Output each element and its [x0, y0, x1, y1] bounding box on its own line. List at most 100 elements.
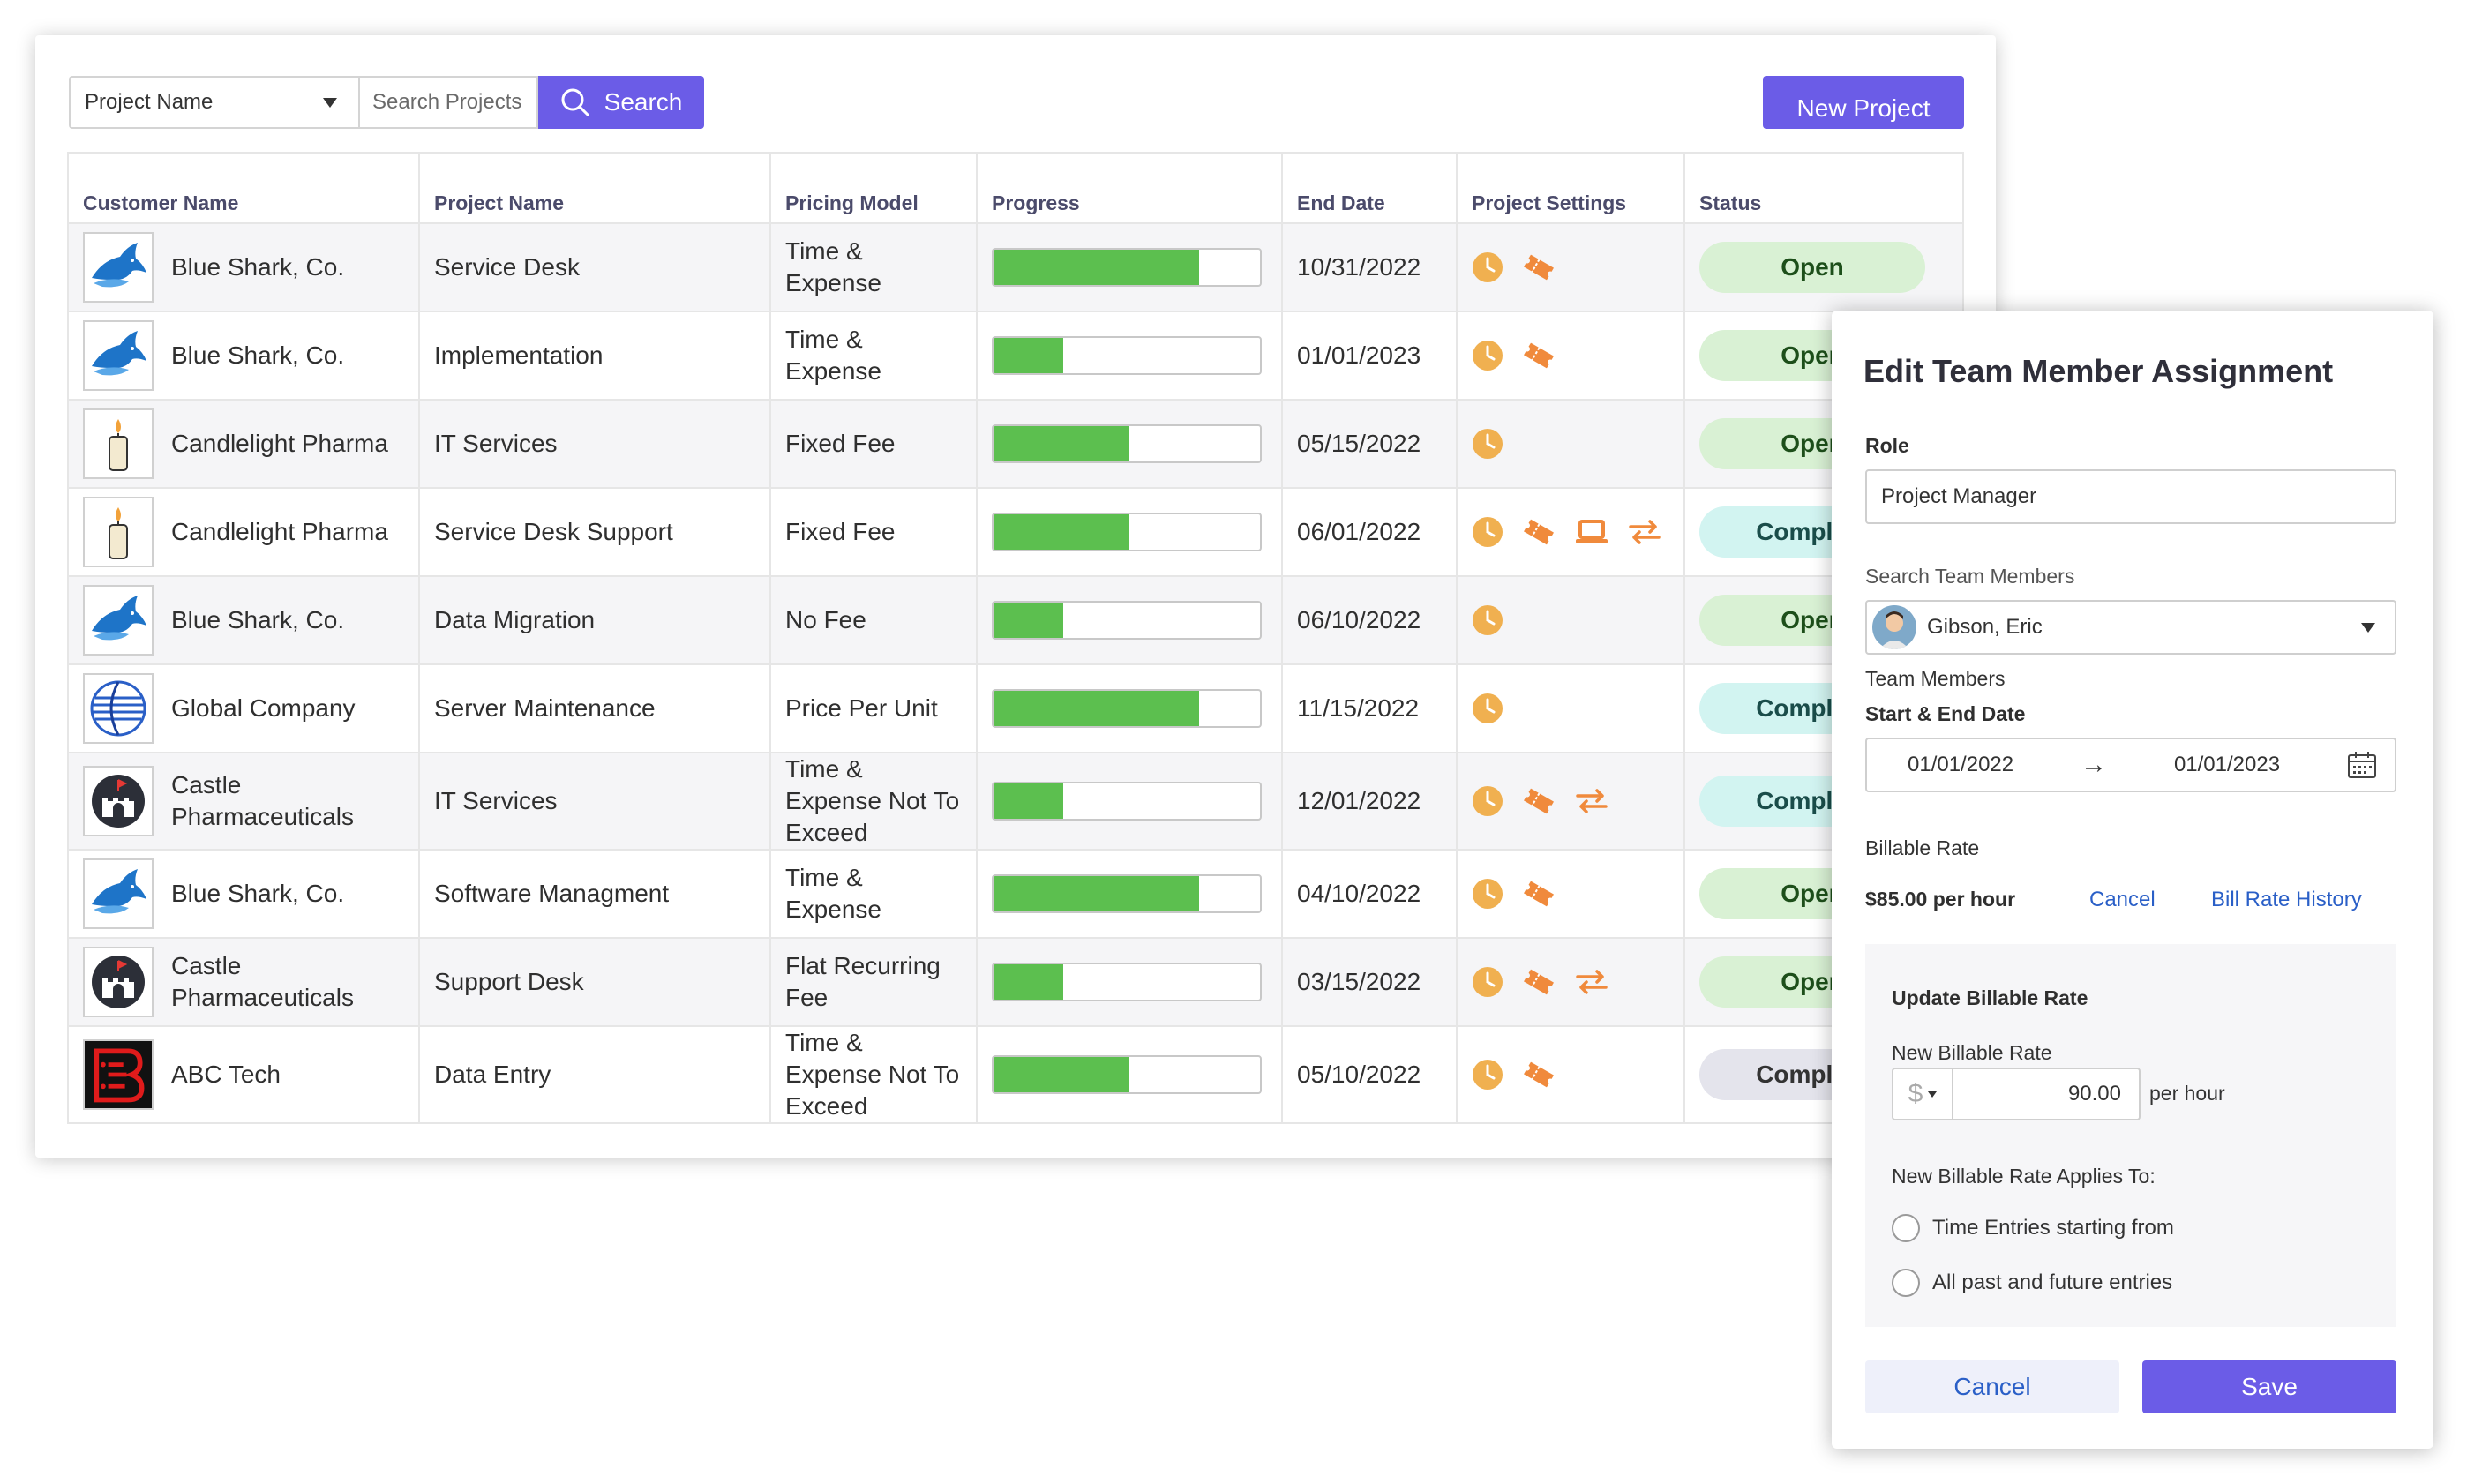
project-name[interactable]: IT Services: [434, 430, 558, 457]
customer-name[interactable]: Castle Pharmaceuticals: [171, 771, 354, 830]
table-row[interactable]: ABC Tech Data Entry Time & Expense Not T…: [67, 1026, 1964, 1124]
clock-icon[interactable]: [1472, 966, 1503, 998]
customer-name[interactable]: Blue Shark, Co.: [171, 253, 345, 281]
clock-icon[interactable]: [1472, 878, 1503, 910]
column-header-end-date[interactable]: End Date: [1281, 152, 1458, 224]
project-name[interactable]: Service Desk Support: [434, 518, 673, 545]
table-row[interactable]: Candlelight Pharma IT Services Fixed Fee…: [67, 400, 1964, 489]
project-settings-cell: [1456, 311, 1685, 401]
clock-icon[interactable]: [1472, 785, 1503, 817]
table-row[interactable]: Blue Shark, Co. Data Migration No Fee 06…: [67, 576, 1964, 665]
ticket-icon[interactable]: [1521, 340, 1556, 371]
table-row[interactable]: Blue Shark, Co. Service Desk Time & Expe…: [67, 223, 1964, 312]
table-row[interactable]: Castle Pharmaceuticals Support Desk Flat…: [67, 938, 1964, 1027]
new-project-button[interactable]: New Project: [1763, 76, 1964, 129]
ticket-icon[interactable]: [1521, 251, 1556, 283]
new-rate-field[interactable]: 90.00: [1953, 1069, 2139, 1119]
option-time-entries-label: Time Entries starting from: [1932, 1216, 2174, 1240]
column-header-pricing-model[interactable]: Pricing Model: [769, 152, 978, 224]
project-settings-cell: [1456, 400, 1685, 489]
cancel-rate-link[interactable]: Cancel: [2089, 888, 2156, 911]
clock-icon[interactable]: [1472, 251, 1503, 283]
column-header-progress[interactable]: Progress: [976, 152, 1283, 224]
laptop-icon[interactable]: [1574, 516, 1609, 548]
table-row[interactable]: Blue Shark, Co. Implementation Time & Ex…: [67, 311, 1964, 401]
filter-field-select[interactable]: Project Name: [69, 76, 358, 129]
search-input[interactable]: [358, 76, 538, 129]
table-row[interactable]: Blue Shark, Co. Software Managment Time …: [67, 850, 1964, 939]
project-name[interactable]: Data Migration: [434, 606, 596, 633]
clock-icon[interactable]: [1472, 516, 1503, 548]
team-member-select[interactable]: Gibson, Eric: [1865, 600, 2396, 655]
new-rate-input-group[interactable]: $ 90.00: [1892, 1068, 2141, 1120]
project-name[interactable]: IT Services: [434, 787, 558, 814]
project-name[interactable]: Support Desk: [434, 968, 584, 995]
column-header-project-name[interactable]: Project Name: [418, 152, 771, 224]
chevron-down-icon: [1928, 1091, 1938, 1098]
status-badge[interactable]: Open: [1699, 242, 1925, 293]
radio-time-entries[interactable]: [1892, 1214, 1920, 1242]
project-name-cell: Service Desk Support: [418, 488, 771, 577]
clock-icon[interactable]: [1472, 428, 1503, 460]
end-date: 11/15/2022: [1297, 694, 1420, 722]
shark-logo: [83, 232, 154, 303]
clock-icon[interactable]: [1472, 1059, 1503, 1091]
project-name[interactable]: Software Managment: [434, 880, 670, 907]
edit-assignment-modal: Edit Team Member Assignment Role Project…: [1832, 311, 2433, 1449]
customer-name[interactable]: Global Company: [171, 694, 356, 722]
search-button[interactable]: Search: [538, 76, 704, 129]
project-name[interactable]: Service Desk: [434, 253, 580, 281]
table-row[interactable]: Candlelight Pharma Service Desk Support …: [67, 488, 1964, 577]
option-time-entries[interactable]: Time Entries starting from: [1892, 1214, 2174, 1242]
role-field[interactable]: Project Manager: [1865, 469, 2396, 524]
clock-icon[interactable]: [1472, 693, 1503, 724]
ticket-icon[interactable]: [1521, 966, 1556, 998]
cancel-button[interactable]: Cancel: [1865, 1360, 2119, 1413]
end-date: 01/01/2023: [1297, 341, 1421, 369]
progress-cell: [976, 223, 1283, 312]
radio-all-entries[interactable]: [1892, 1269, 1920, 1297]
customer-name[interactable]: Blue Shark, Co.: [171, 880, 345, 907]
option-all-entries[interactable]: All past and future entries: [1892, 1269, 2172, 1297]
save-button[interactable]: Save: [2142, 1360, 2396, 1413]
avatar: [1872, 605, 1916, 649]
ticket-icon[interactable]: [1521, 785, 1556, 817]
project-name[interactable]: Server Maintenance: [434, 694, 656, 722]
customer-name[interactable]: Blue Shark, Co.: [171, 606, 345, 633]
project-name[interactable]: Implementation: [434, 341, 604, 369]
end-date: 03/15/2022: [1297, 968, 1421, 995]
transfer-icon[interactable]: [1574, 966, 1609, 998]
transfer-icon[interactable]: [1627, 516, 1662, 548]
shark-logo: [83, 585, 154, 656]
status-label: Open: [1781, 253, 1844, 281]
progress-bar: [992, 874, 1262, 913]
customer-name[interactable]: ABC Tech: [171, 1061, 281, 1088]
project-settings-cell: [1456, 488, 1685, 577]
table-row[interactable]: Castle Pharmaceuticals IT Services Time …: [67, 753, 1964, 851]
project-name[interactable]: Data Entry: [434, 1061, 551, 1088]
table-row[interactable]: Global Company Server Maintenance Price …: [67, 664, 1964, 753]
customer-name[interactable]: Blue Shark, Co.: [171, 341, 345, 369]
progress-bar: [992, 248, 1262, 287]
column-header-project-settings[interactable]: Project Settings: [1456, 152, 1685, 224]
bill-rate-history-link[interactable]: Bill Rate History: [2211, 888, 2362, 911]
role-value: Project Manager: [1881, 484, 2037, 508]
customer-name[interactable]: Candlelight Pharma: [171, 518, 388, 545]
transfer-icon[interactable]: [1574, 785, 1609, 817]
customer-name[interactable]: Castle Pharmaceuticals: [171, 952, 354, 1011]
ticket-icon[interactable]: [1521, 516, 1556, 548]
project-settings-cell: [1456, 664, 1685, 753]
ticket-icon[interactable]: [1521, 1059, 1556, 1091]
ticket-icon[interactable]: [1521, 878, 1556, 910]
clock-icon[interactable]: [1472, 340, 1503, 371]
customer-name[interactable]: Candlelight Pharma: [171, 430, 388, 457]
project-name-cell: Data Migration: [418, 576, 771, 665]
calendar-icon[interactable]: [2347, 751, 2377, 779]
clock-icon[interactable]: [1472, 604, 1503, 636]
project-settings-cell: [1456, 850, 1685, 939]
date-range-field[interactable]: 01/01/2022 → 01/01/2023: [1865, 738, 2396, 792]
end-date: 06/10/2022: [1297, 606, 1421, 633]
column-header-status[interactable]: Status: [1683, 152, 1964, 224]
column-header-customer-name[interactable]: Customer Name: [67, 152, 420, 224]
currency-select[interactable]: $: [1893, 1069, 1953, 1119]
